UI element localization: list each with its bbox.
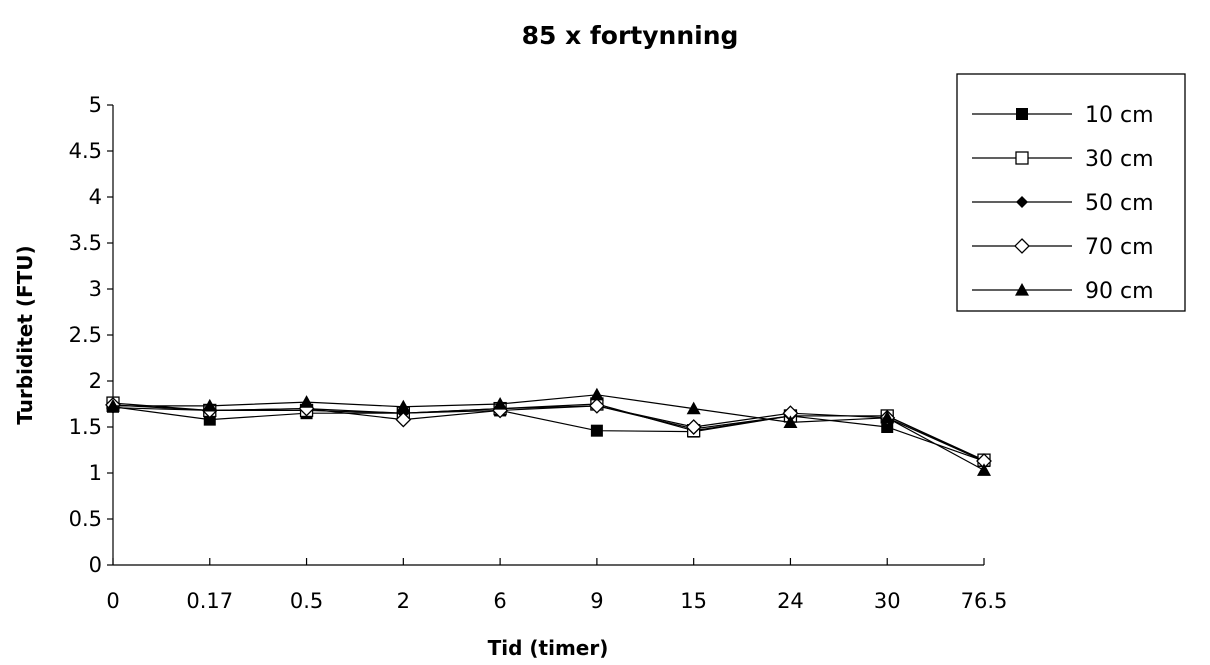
series-line bbox=[112, 404, 985, 462]
series-line bbox=[112, 406, 985, 462]
legend-marker bbox=[1016, 196, 1028, 208]
legend-marker bbox=[1014, 238, 1030, 254]
legend-item: 70 cm bbox=[972, 235, 1154, 260]
y-axis-title: Turbiditet (FTU) bbox=[13, 245, 37, 424]
y-tick-label: 1 bbox=[89, 461, 102, 485]
series-line bbox=[112, 405, 985, 462]
series-70-cm bbox=[105, 397, 992, 469]
x-tick-label: 24 bbox=[777, 589, 804, 613]
data-point bbox=[493, 397, 508, 410]
axes: 0 0.5 1 1.5 2 2.5 3 3.5 4 4.5 5 0 0.17 0.5 2 6 9 15 24 30 76… bbox=[69, 93, 1008, 613]
plot-area bbox=[105, 387, 992, 476]
legend-label: 10 cm bbox=[1085, 103, 1154, 128]
series-line bbox=[113, 394, 985, 471]
y-tick-label: 0 bbox=[89, 553, 102, 577]
data-point bbox=[590, 424, 603, 437]
y-tick-label: 4 bbox=[89, 185, 102, 209]
y-tick-label: 4.5 bbox=[69, 139, 102, 163]
x-tick-label: 15 bbox=[680, 589, 707, 613]
legend-marker bbox=[1015, 283, 1029, 296]
legend: 10 cm 30 cm 50 cm 70 cm 90 cm bbox=[956, 73, 1186, 312]
data-point bbox=[589, 387, 604, 401]
data-point bbox=[588, 397, 605, 414]
x-tick-label: 30 bbox=[874, 589, 901, 613]
x-tick-label: 9 bbox=[590, 589, 603, 613]
data-point bbox=[977, 463, 991, 476]
data-point bbox=[881, 421, 894, 433]
chart-title: 85 x fortynning bbox=[522, 21, 739, 50]
legend-marker bbox=[1016, 108, 1028, 120]
x-tick-label: 0 bbox=[106, 589, 119, 613]
legend-item: 90 cm bbox=[972, 279, 1154, 304]
y-tick-label: 2 bbox=[89, 369, 102, 393]
data-point bbox=[880, 410, 895, 424]
legend-item: 10 cm bbox=[972, 103, 1154, 128]
y-tick-label: 3 bbox=[89, 277, 102, 301]
x-tick-label: 2 bbox=[397, 589, 410, 613]
y-tick-label: 1.5 bbox=[69, 415, 102, 439]
y-tick-label: 5 bbox=[89, 93, 102, 117]
x-tick-label: 0.17 bbox=[186, 589, 233, 613]
data-point bbox=[106, 398, 120, 412]
legend-label: 30 cm bbox=[1085, 147, 1154, 172]
legend-label: 90 cm bbox=[1085, 279, 1154, 304]
legend-label: 70 cm bbox=[1085, 235, 1154, 260]
data-point bbox=[202, 398, 217, 412]
x-tick-label: 76.5 bbox=[961, 589, 1008, 613]
data-point bbox=[396, 399, 411, 413]
legend-marker bbox=[1015, 151, 1029, 165]
legend-item: 30 cm bbox=[972, 147, 1154, 172]
y-tick-label: 2.5 bbox=[69, 323, 102, 347]
y-tick-label: 0.5 bbox=[69, 507, 102, 531]
y-tick-label: 3.5 bbox=[69, 231, 102, 255]
data-point bbox=[299, 395, 314, 408]
x-axis-title: Tid (timer) bbox=[488, 636, 609, 660]
data-point bbox=[395, 411, 412, 428]
legend-item: 50 cm bbox=[972, 191, 1154, 216]
data-point bbox=[685, 419, 702, 435]
data-point bbox=[686, 401, 701, 415]
data-point bbox=[783, 415, 798, 428]
series-90-cm bbox=[106, 387, 991, 476]
x-tick-label: 6 bbox=[493, 589, 506, 613]
series-line bbox=[112, 402, 985, 461]
x-tick-label: 0.5 bbox=[290, 589, 323, 613]
legend-label: 50 cm bbox=[1085, 191, 1154, 216]
